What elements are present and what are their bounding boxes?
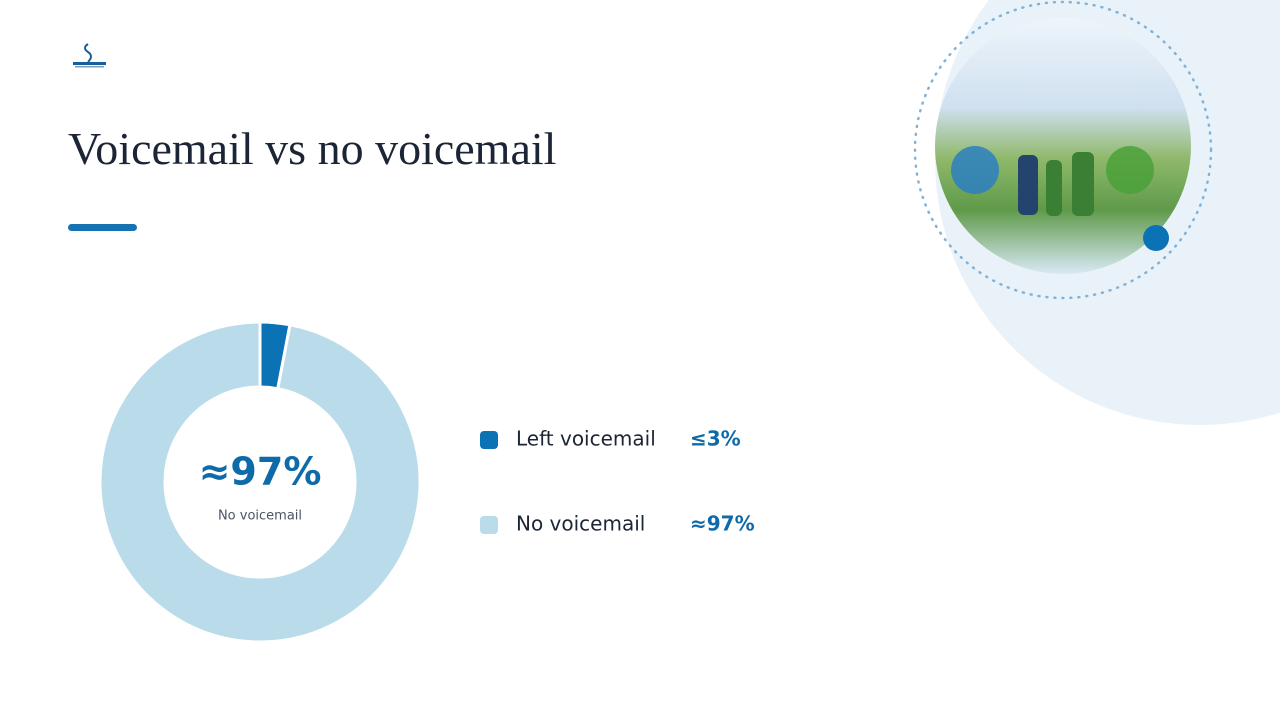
legend-value: ≈97% bbox=[690, 512, 755, 536]
voicemail-icon bbox=[1106, 146, 1154, 194]
legend-value: ≤3% bbox=[690, 427, 741, 451]
donut-segment bbox=[98, 320, 422, 644]
legend-swatch bbox=[480, 431, 498, 449]
title-accent bbox=[68, 224, 137, 231]
accent-dot bbox=[1143, 225, 1169, 251]
center-label: No voicemail bbox=[218, 509, 302, 524]
logo bbox=[73, 43, 106, 68]
legend-label: No voicemail bbox=[516, 512, 645, 536]
legend-swatch bbox=[480, 516, 498, 534]
phone-icon bbox=[951, 146, 999, 194]
legend-label: Left voicemail bbox=[516, 427, 656, 451]
slide-title: Voicemail vs no voicemail bbox=[68, 123, 556, 174]
center-value: ≈97% bbox=[199, 450, 322, 494]
dotted-ring bbox=[913, 0, 1213, 300]
donut-chart: Left voicemail ≤3% No voicemail ≈97% ≈97% No … bbox=[98, 320, 755, 644]
illustration bbox=[935, 18, 1191, 274]
workers bbox=[1018, 152, 1094, 216]
